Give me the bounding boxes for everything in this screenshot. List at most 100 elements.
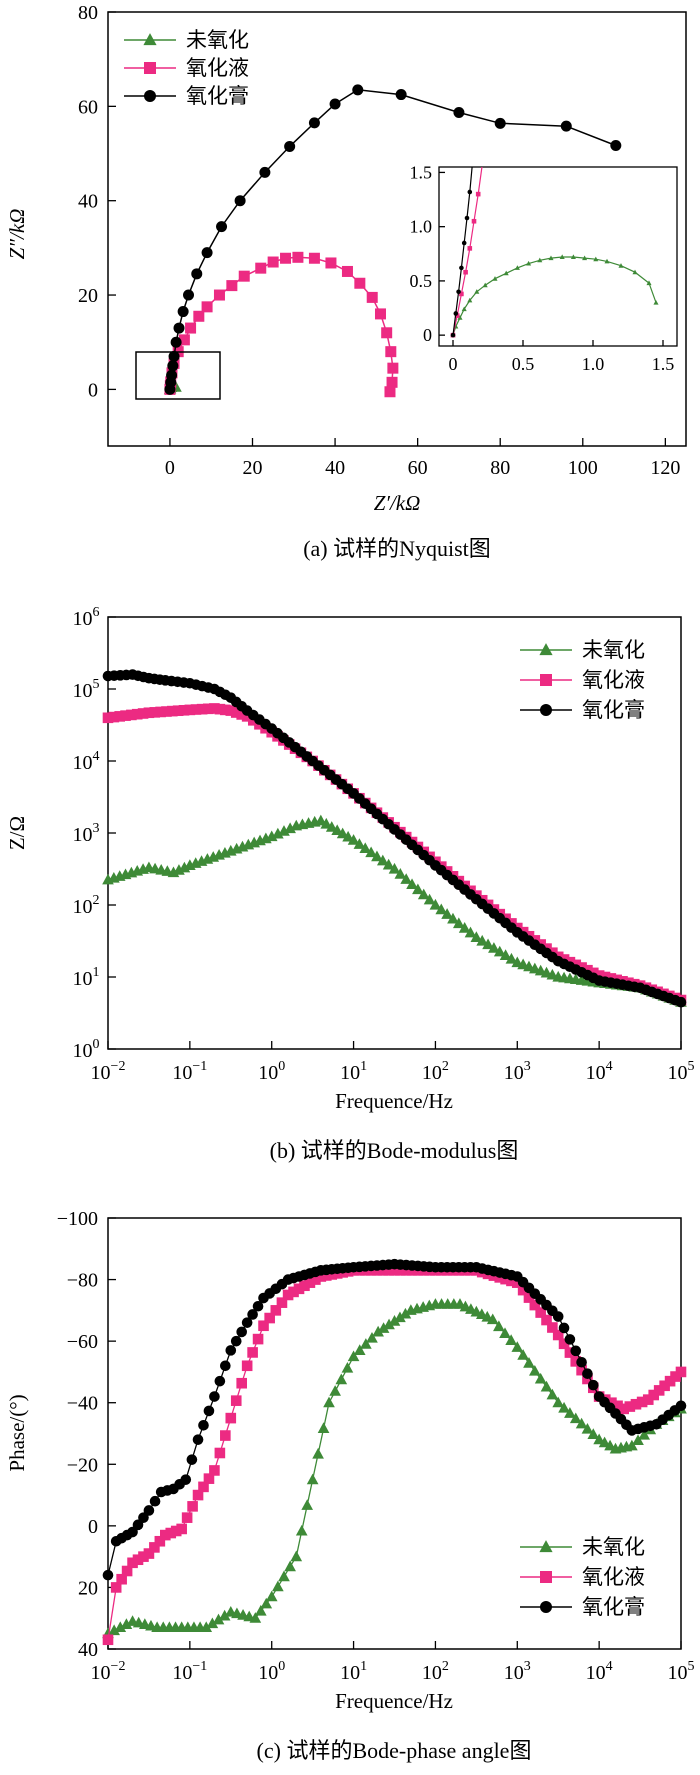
phase-unoxidized-point [108,1624,120,1636]
legend-label: 氧化液 [186,56,249,80]
modulus-xlabel: Frequence/Hz [335,1089,453,1113]
phase-paste-point [180,1474,192,1485]
modulus-unoxidized-point [265,830,278,842]
inset-x-tick-label: 1.5 [652,354,675,374]
modulus-unoxidized-point [371,850,383,862]
phase-unoxidized-point [323,1396,335,1408]
inset-unoxidized-point [570,254,576,260]
modulus-solution-point [202,703,214,715]
x-tick-label: 10−2 [91,1059,126,1084]
phase-solution-point [225,1412,237,1424]
modulus-solution-point [131,708,143,720]
inset-paste-point [450,332,456,338]
phase-paste-point [214,1375,226,1387]
nyquist-paste-point [170,336,182,348]
phase-paste-point [230,1335,242,1347]
nyquist-paste-point [494,117,506,129]
modulus-solution-point [209,703,220,714]
modulus-solution-point [155,706,166,718]
inset-series-group [450,167,659,338]
nyquist-solution-point [238,270,250,282]
modulus-unoxidized-point [388,862,401,874]
phase-solution-point [143,1548,155,1559]
nyquist-xlabel: Z′/kΩ [374,491,421,515]
y-tick-label: −20 [67,1454,98,1476]
modulus-unoxidized-point [464,926,477,938]
phase-solution-point [642,1394,654,1405]
legend-label: 氧化液 [582,1565,645,1589]
phase-unoxidized-point [218,1609,231,1621]
phase-unoxidized-point [212,1613,225,1625]
phase-unoxidized-point [394,1311,406,1323]
phase-unoxidized-point [534,1372,547,1384]
y-tick-label: 0 [88,1516,98,1538]
phase-paste-point [582,1368,593,1379]
nyquist-plot-frame [107,11,687,447]
phase-paste-point [102,1569,114,1581]
modulus-unoxidized-point [441,908,453,919]
nyquist-solution-point [325,257,337,269]
inset-paste-point [456,289,461,295]
phase-unoxidized-point [486,1313,499,1325]
nyquist-paste-point [352,84,364,96]
phase-unoxidized-point [200,1621,213,1633]
nyquist-solution-point [226,280,238,292]
phase-unoxidized-point [301,1499,314,1510]
phase-paste-point [225,1345,237,1356]
nyquist-solution-point [385,346,397,358]
phase-unoxidized-point [306,1473,319,1485]
phase-solution-point [121,1565,133,1577]
x-tick-label: 0 [165,457,175,479]
inset-unoxidized-point [457,315,463,320]
phase-solution-point [315,1271,327,1282]
phase-ticks: 10−2 10−1 100 101 102 103 104 105 −100 −80 −60 −40 −… [57,1208,695,1684]
inset-y-tick-label: 1.5 [410,162,433,182]
phase-solution-point [304,1277,316,1288]
phase-unoxidized-point [295,1524,308,1536]
x-tick-label: 10−2 [91,1659,126,1684]
legend-marker [143,33,157,46]
phase-paste-point [552,1311,564,1322]
y-tick-label: 20 [78,285,98,307]
inset-unoxidized-point [474,289,480,294]
x-tick-label: 103 [504,1659,531,1684]
legend-marker [144,62,156,74]
phase-solution-point [247,1347,258,1358]
phase-unoxidized-point [517,1349,529,1360]
inset-unoxidized-point [526,260,532,266]
x-tick-label: 101 [340,1659,367,1684]
modulus-ticks: 10−2 10−1 100 101 102 103 104 105 100 101 102 103 10… [73,605,695,1084]
phase-solution-point [535,1307,546,1318]
phase-unoxidized-point [290,1550,303,1562]
nyquist-solution-point [384,386,396,398]
phase-unoxidized-point [353,1344,366,1355]
modulus-unoxidized-point [365,846,377,858]
modulus-unoxidized-point [452,917,465,929]
phase-paste-point [127,1526,138,1538]
legend-label: 未氧化 [186,28,249,52]
inset-paste-point [461,240,467,246]
y-tick-label: 101 [73,965,100,990]
phase-solution-point [270,1305,282,1316]
modulus-unoxidized-point [482,938,494,950]
phase-solution-point [154,1535,166,1547]
nyquist-paste-point [560,120,572,132]
phase-solution-point [310,1274,321,1285]
modulus-solution-point [190,704,202,715]
inset-solution-point [463,269,468,275]
modulus-paste-line [107,673,682,1003]
phase-paste-point [138,1512,149,1523]
inset-unoxidized-point [593,256,599,262]
y-tick-label: 20 [78,1577,98,1599]
phase-solution-point [299,1280,310,1292]
nyquist-solution-point [374,308,386,320]
nyquist-paste-point [173,322,185,334]
modulus-ylabel: Z/Ω [5,816,29,850]
phase-solution-point [132,1554,144,1566]
nyquist-paste-point [234,195,246,207]
x-tick-label: 104 [586,1659,613,1684]
phase-solution-point [558,1338,570,1350]
phase-solution-point [612,1400,623,1412]
